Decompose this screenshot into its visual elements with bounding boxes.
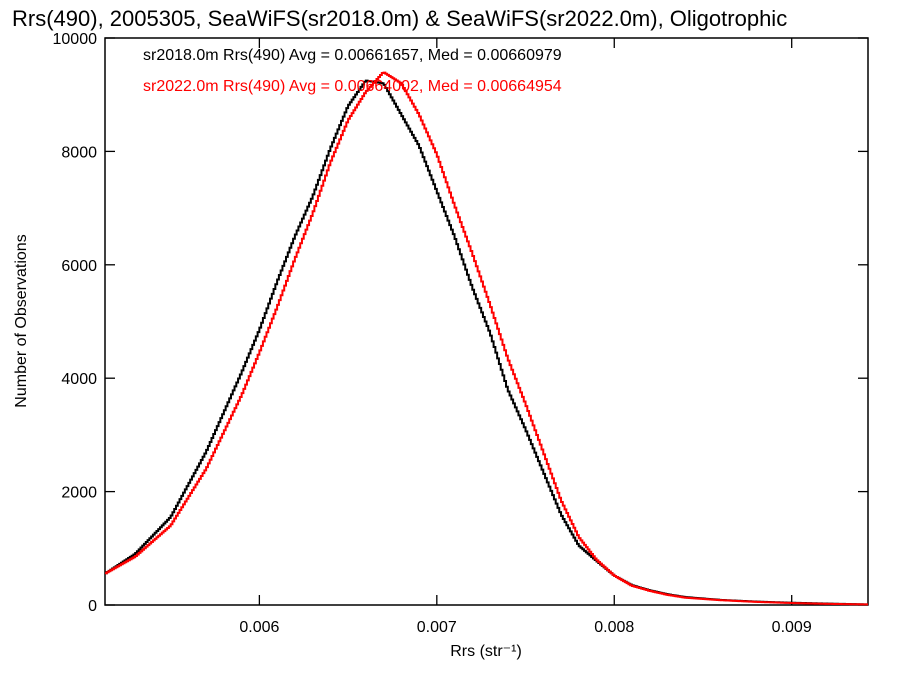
y-tick-label: 6000 — [61, 258, 97, 275]
y-tick-label: 0 — [88, 598, 97, 615]
plot-frame-border — [104, 37, 869, 606]
y-axis-label: Number of Observations — [13, 234, 30, 407]
legend-entry-sr2018: sr2018.0m Rrs(490) Avg = 0.00661657, Med… — [143, 47, 562, 64]
chart-title: Rrs(490), 2005305, SeaWiFS(sr2018.0m) & … — [12, 6, 787, 31]
x-axis-ticks: 0.006 0.007 0.008 0.009 — [239, 38, 812, 636]
legend-entry-sr2022: sr2022.0m Rrs(490) Avg = 0.00664002, Med… — [143, 78, 562, 95]
y-tick-label: 4000 — [61, 371, 97, 388]
x-tick-label: 0.008 — [594, 619, 634, 636]
x-tick-label: 0.007 — [417, 619, 457, 636]
series-line-0 — [105, 79, 868, 606]
series-layer — [105, 71, 868, 606]
plot-frame — [104, 37, 869, 606]
y-tick-label: 2000 — [61, 485, 97, 502]
series-line-1 — [105, 71, 868, 606]
x-axis-label: Rrs (str⁻¹) — [450, 643, 522, 660]
y-tick-label: 10000 — [53, 31, 98, 48]
x-tick-label: 0.009 — [772, 619, 812, 636]
y-tick-label: 8000 — [61, 144, 97, 161]
y-axis-ticks: 0 2000 4000 6000 8000 10000 — [53, 31, 868, 615]
x-tick-label: 0.006 — [239, 619, 279, 636]
